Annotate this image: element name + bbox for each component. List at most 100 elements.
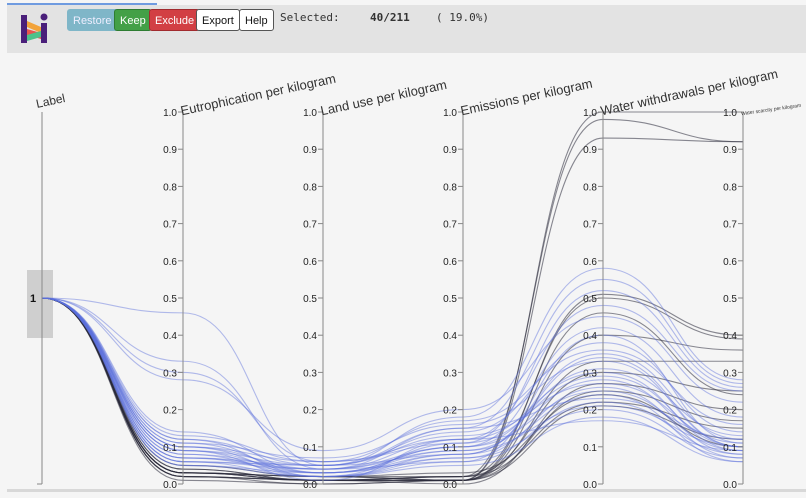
tick-label: 0.0 [443,480,457,489]
tick-label: 0.3 [443,368,457,379]
tick-label: 0.1 [443,443,457,454]
data-line-15 [41,278,744,470]
data-line-0 [41,111,743,481]
data-line-33 [41,297,744,478]
selected-count: 40/211 [370,11,410,24]
tick-label: 0.4 [443,331,457,342]
tick-label: 0.5 [443,294,457,305]
tick-label: 0.5 [723,294,737,305]
tick-label: 0.6 [443,257,457,268]
tick-label: 1.0 [583,108,597,119]
tick-label: 0.3 [723,368,737,379]
help-button[interactable]: Help [239,9,274,31]
data-line-26 [41,297,744,478]
data-line-1 [41,118,744,481]
axis-label-label[interactable]: Label [35,91,67,111]
tick-label: 0.3 [583,368,597,379]
tick-label: 0.0 [163,480,177,489]
data-line-23 [41,297,744,463]
tick-label: 0.5 [583,294,597,305]
tick-label: 0.5 [303,294,317,305]
restore-button[interactable]: Restore [67,9,118,31]
tick-label: 0.8 [583,182,597,193]
tick-label: 0.9 [723,145,737,156]
data-line-2 [41,137,744,481]
data-line-24 [41,297,744,474]
tick-label: 0.0 [723,480,737,489]
data-line-21 [41,297,744,459]
tick-label: 0.0 [583,480,597,489]
data-line-35 [41,297,744,463]
data-line-29 [41,297,744,466]
data-line-18 [41,297,744,474]
tick-label: 0.0 [303,480,317,489]
data-line-20 [41,297,744,478]
data-line-30 [41,297,744,478]
hiplot-logo [21,13,48,43]
data-line-19 [41,297,744,466]
label-value: 1 [30,293,36,305]
tick-label: 1.0 [163,108,177,119]
tick-label: 0.2 [443,406,457,417]
tick-label: 0.8 [443,182,457,193]
tick-label: 0.9 [443,145,457,156]
progress-line [7,3,157,5]
tick-label: 0.3 [303,368,317,379]
tick-label: 0.2 [583,406,597,417]
tick-label: 0.4 [723,331,737,342]
tick-label: 0.1 [723,443,737,454]
data-line-36 [41,297,744,474]
tick-label: 0.9 [163,145,177,156]
axis-label-5[interactable]: Water scarcity per kilogram [741,103,802,117]
label-brush-selection[interactable] [27,270,53,338]
tick-label: 0.1 [163,443,177,454]
axis-label-3[interactable]: Emissions per kilogram [459,76,594,119]
tick-label: 0.6 [583,257,597,268]
selected-percent: ( 19.0%) [436,11,489,24]
tick-label: 0.7 [583,220,597,231]
tick-label: 0.1 [303,443,317,454]
keep-button[interactable]: Keep [114,9,152,31]
tick-label: 0.7 [163,220,177,231]
tick-label: 1.0 [443,108,457,119]
data-line-27 [41,297,744,470]
tick-label: 0.7 [443,220,457,231]
tick-label: 0.4 [163,331,177,342]
tick-label: 0.9 [583,145,597,156]
tick-label: 0.6 [723,257,737,268]
tick-label: 0.8 [163,182,177,193]
data-line-13 [41,297,744,481]
tick-label: 1.0 [723,108,737,119]
selected-label: Selected: [280,11,340,24]
tick-label: 0.4 [583,331,597,342]
tick-label: 0.7 [303,220,317,231]
tick-label: 0.1 [583,443,597,454]
data-line-38 [41,297,744,470]
export-button[interactable]: Export [196,9,240,31]
tick-label: 0.2 [723,406,737,417]
data-line-32 [41,297,744,474]
data-line-12 [41,297,744,478]
bottom-divider [7,489,806,492]
data-line-34 [41,297,744,481]
data-line-22 [41,297,744,470]
data-line-37 [41,290,744,478]
data-line-31 [41,297,744,470]
tick-label: 0.4 [303,331,317,342]
tick-label: 0.8 [723,182,737,193]
tick-label: 0.6 [303,257,317,268]
data-line-39 [41,297,744,466]
exclude-button[interactable]: Exclude [149,9,201,31]
axis-label-2[interactable]: Land use per kilogram [319,77,448,118]
tick-label: 0.9 [303,145,317,156]
data-line-28 [41,297,744,474]
tick-label: 0.2 [303,406,317,417]
tick-label: 0.5 [163,294,177,305]
data-line-11 [41,297,744,485]
data-line-25 [41,297,744,466]
tick-label: 1.0 [303,108,317,119]
tick-label: 0.6 [163,257,177,268]
tick-label: 0.3 [163,368,177,379]
tick-label: 0.7 [723,220,737,231]
